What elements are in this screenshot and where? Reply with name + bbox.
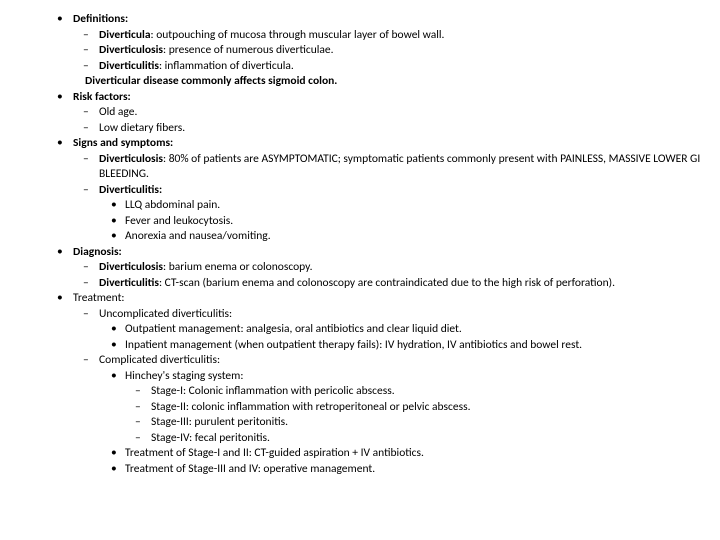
treatment-heading: Treatment: xyxy=(73,291,125,305)
uncomp-item: Outpatient management: analgesia, oral a… xyxy=(99,322,712,338)
risk-item: Low dietary fibers. xyxy=(73,121,712,137)
hinchey-stage: Stage-I: Colonic inflammation with peric… xyxy=(125,384,712,400)
hinchey-stage: Stage-II: colonic inflammation with retr… xyxy=(125,400,712,416)
comp-treat-item: Treatment of Stage-III and IV: operative… xyxy=(99,462,712,478)
diagnosis-item: Diverticulosis: barium enema or colonosc… xyxy=(73,260,712,276)
content-body: Definitions: Diverticula: outpouching of… xyxy=(55,12,712,477)
diagnosis-heading: Diagnosis: xyxy=(73,245,122,259)
diverticulitis-symptom: Anorexia and nausea/vomiting. xyxy=(99,229,712,245)
uncomp-item: Inpatient management (when outpatient th… xyxy=(99,338,712,354)
signs-heading: Signs and symptoms: xyxy=(73,136,173,150)
diverticulitis-symptom: LLQ abdominal pain. xyxy=(99,198,712,214)
section-signs: Signs and symptoms: Diverticulosis: 80% … xyxy=(55,136,712,245)
section-treatment: Treatment: Uncomplicated diverticulitis:… xyxy=(55,291,712,477)
risk-item: Old age. xyxy=(73,105,712,121)
comp-treat-item: Treatment of Stage-I and II: CT-guided a… xyxy=(99,446,712,462)
signs-diverticulitis: Diverticulitis: LLQ abdominal pain. Feve… xyxy=(73,183,712,245)
hinchey-stage: Stage-IV: fecal peritonitis. xyxy=(125,431,712,447)
treatment-complicated: Complicated diverticulitis: Hinchey's st… xyxy=(73,353,712,477)
def-item: Diverticulosis: presence of numerous div… xyxy=(73,43,712,59)
hinchey-stage: Stage-III: purulent peritonitis. xyxy=(125,415,712,431)
def-item: Diverticulitis: inflammation of divertic… xyxy=(73,59,712,75)
signs-diverticulosis: Diverticulosis: 80% of patients are ASYM… xyxy=(73,152,712,183)
diagnosis-item: Diverticulitis: CT-scan (barium enema an… xyxy=(73,276,712,292)
risk-heading: Risk factors: xyxy=(73,90,131,104)
diverticulitis-symptom: Fever and leukocytosis. xyxy=(99,214,712,230)
section-definitions: Definitions: Diverticula: outpouching of… xyxy=(55,12,712,90)
definitions-heading: Definitions: xyxy=(73,12,128,26)
def-item: Diverticula: outpouching of mucosa throu… xyxy=(73,28,712,44)
definitions-note: Diverticular disease commonly affects si… xyxy=(73,74,712,90)
page-title: Diverticular Disease xyxy=(0,57,8,288)
hinchey-system: Hinchey's staging system: Stage-I: Colon… xyxy=(99,369,712,447)
section-risk: Risk factors: Old age. Low dietary fiber… xyxy=(55,90,712,137)
treatment-uncomplicated: Uncomplicated diverticulitis: Outpatient… xyxy=(73,307,712,354)
section-diagnosis: Diagnosis: Diverticulosis: barium enema … xyxy=(55,245,712,292)
